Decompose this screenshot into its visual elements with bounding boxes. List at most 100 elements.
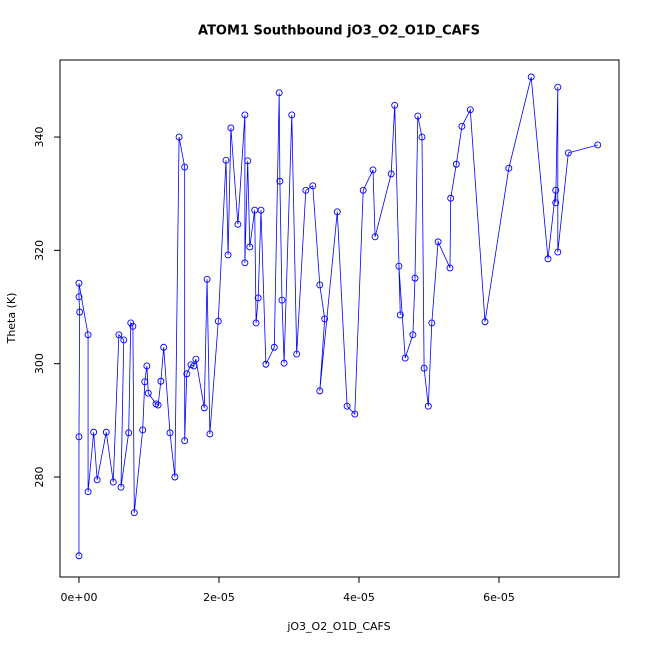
data-point	[505, 164, 513, 172]
data-point	[252, 319, 260, 327]
data-point	[75, 293, 83, 301]
data-point	[203, 275, 211, 283]
data-point	[254, 294, 262, 302]
data-point	[309, 182, 317, 190]
data-point	[411, 274, 419, 282]
plot-frame	[59, 59, 620, 578]
data-point	[396, 311, 404, 319]
data-point	[171, 473, 179, 481]
y-tick-label: 320	[33, 240, 46, 261]
data-point	[160, 343, 168, 351]
data-point	[544, 255, 552, 263]
data-point	[554, 248, 562, 256]
data-point	[93, 476, 101, 484]
data-point	[278, 296, 286, 304]
data-point	[244, 157, 252, 165]
data-point	[446, 264, 454, 272]
data-point	[458, 122, 466, 130]
data-point	[418, 133, 426, 141]
data-point	[157, 377, 165, 385]
data-point	[447, 194, 455, 202]
data-point	[343, 402, 351, 410]
data-point	[395, 262, 403, 270]
data-point	[369, 166, 377, 174]
data-point	[275, 89, 283, 97]
data-point	[224, 251, 232, 259]
data-point	[117, 483, 125, 491]
data-point	[76, 308, 84, 316]
chart-title: ATOM1 Southbound jO3_O2_O1D_CAFS	[198, 24, 480, 39]
data-point	[129, 322, 137, 330]
data-point	[428, 319, 436, 327]
data-point	[154, 401, 162, 409]
data-point	[424, 402, 432, 410]
data-point	[84, 488, 92, 496]
y-tick-label: 280	[33, 466, 46, 487]
data-point	[222, 156, 230, 164]
data-point	[125, 429, 133, 437]
data-point	[564, 149, 572, 157]
data-point	[262, 360, 270, 368]
data-point	[90, 428, 98, 436]
data-point	[241, 111, 249, 119]
data-point	[214, 317, 222, 325]
data-point	[552, 199, 560, 207]
y-tick-label: 300	[33, 353, 46, 374]
data-point	[183, 370, 191, 378]
data-line	[78, 76, 598, 556]
data-point	[166, 429, 174, 437]
data-point	[554, 83, 562, 91]
data-point	[75, 552, 83, 560]
data-point	[280, 359, 288, 367]
data-point	[181, 437, 189, 445]
data-point	[115, 331, 123, 339]
data-point	[227, 124, 235, 132]
data-point	[276, 177, 284, 185]
data-point	[270, 343, 278, 351]
data-point	[75, 433, 83, 441]
data-point	[257, 206, 265, 214]
data-point	[594, 141, 602, 149]
data-point	[391, 101, 399, 109]
data-point	[141, 378, 149, 386]
data-point	[552, 186, 560, 194]
data-point	[387, 170, 395, 178]
data-point	[246, 243, 254, 251]
data-point	[481, 318, 489, 326]
data-point	[109, 478, 117, 486]
x-tick-label: 4e-05	[343, 591, 375, 604]
data-point	[316, 387, 324, 395]
data-point	[175, 133, 183, 141]
data-point	[144, 389, 152, 397]
data-point	[102, 428, 110, 436]
data-point	[527, 73, 535, 81]
data-point	[420, 364, 428, 372]
data-point	[452, 160, 460, 168]
data-point	[434, 238, 442, 246]
y-axis-label: Theta (K)	[5, 293, 18, 345]
data-point	[127, 319, 135, 327]
data-point	[359, 186, 367, 194]
data-point	[84, 331, 92, 339]
data-point	[351, 410, 359, 418]
data-point	[139, 426, 147, 434]
data-point	[143, 362, 151, 370]
data-point	[371, 233, 379, 241]
y-tick-label: 340	[33, 127, 46, 148]
x-axis-label: jO3_O2_O1D_CAFS	[286, 620, 390, 633]
data-point	[316, 281, 324, 289]
data-point	[293, 350, 301, 358]
x-tick-label: 0e+00	[60, 591, 97, 604]
data-point	[409, 331, 417, 339]
data-point	[130, 509, 138, 517]
data-point	[288, 111, 296, 119]
data-point	[120, 336, 128, 344]
data-point	[206, 430, 214, 438]
data-point	[466, 106, 474, 114]
data-point	[200, 404, 208, 412]
data-point	[401, 354, 409, 362]
x-tick-label: 6e-05	[483, 591, 515, 604]
data-point	[181, 163, 189, 171]
